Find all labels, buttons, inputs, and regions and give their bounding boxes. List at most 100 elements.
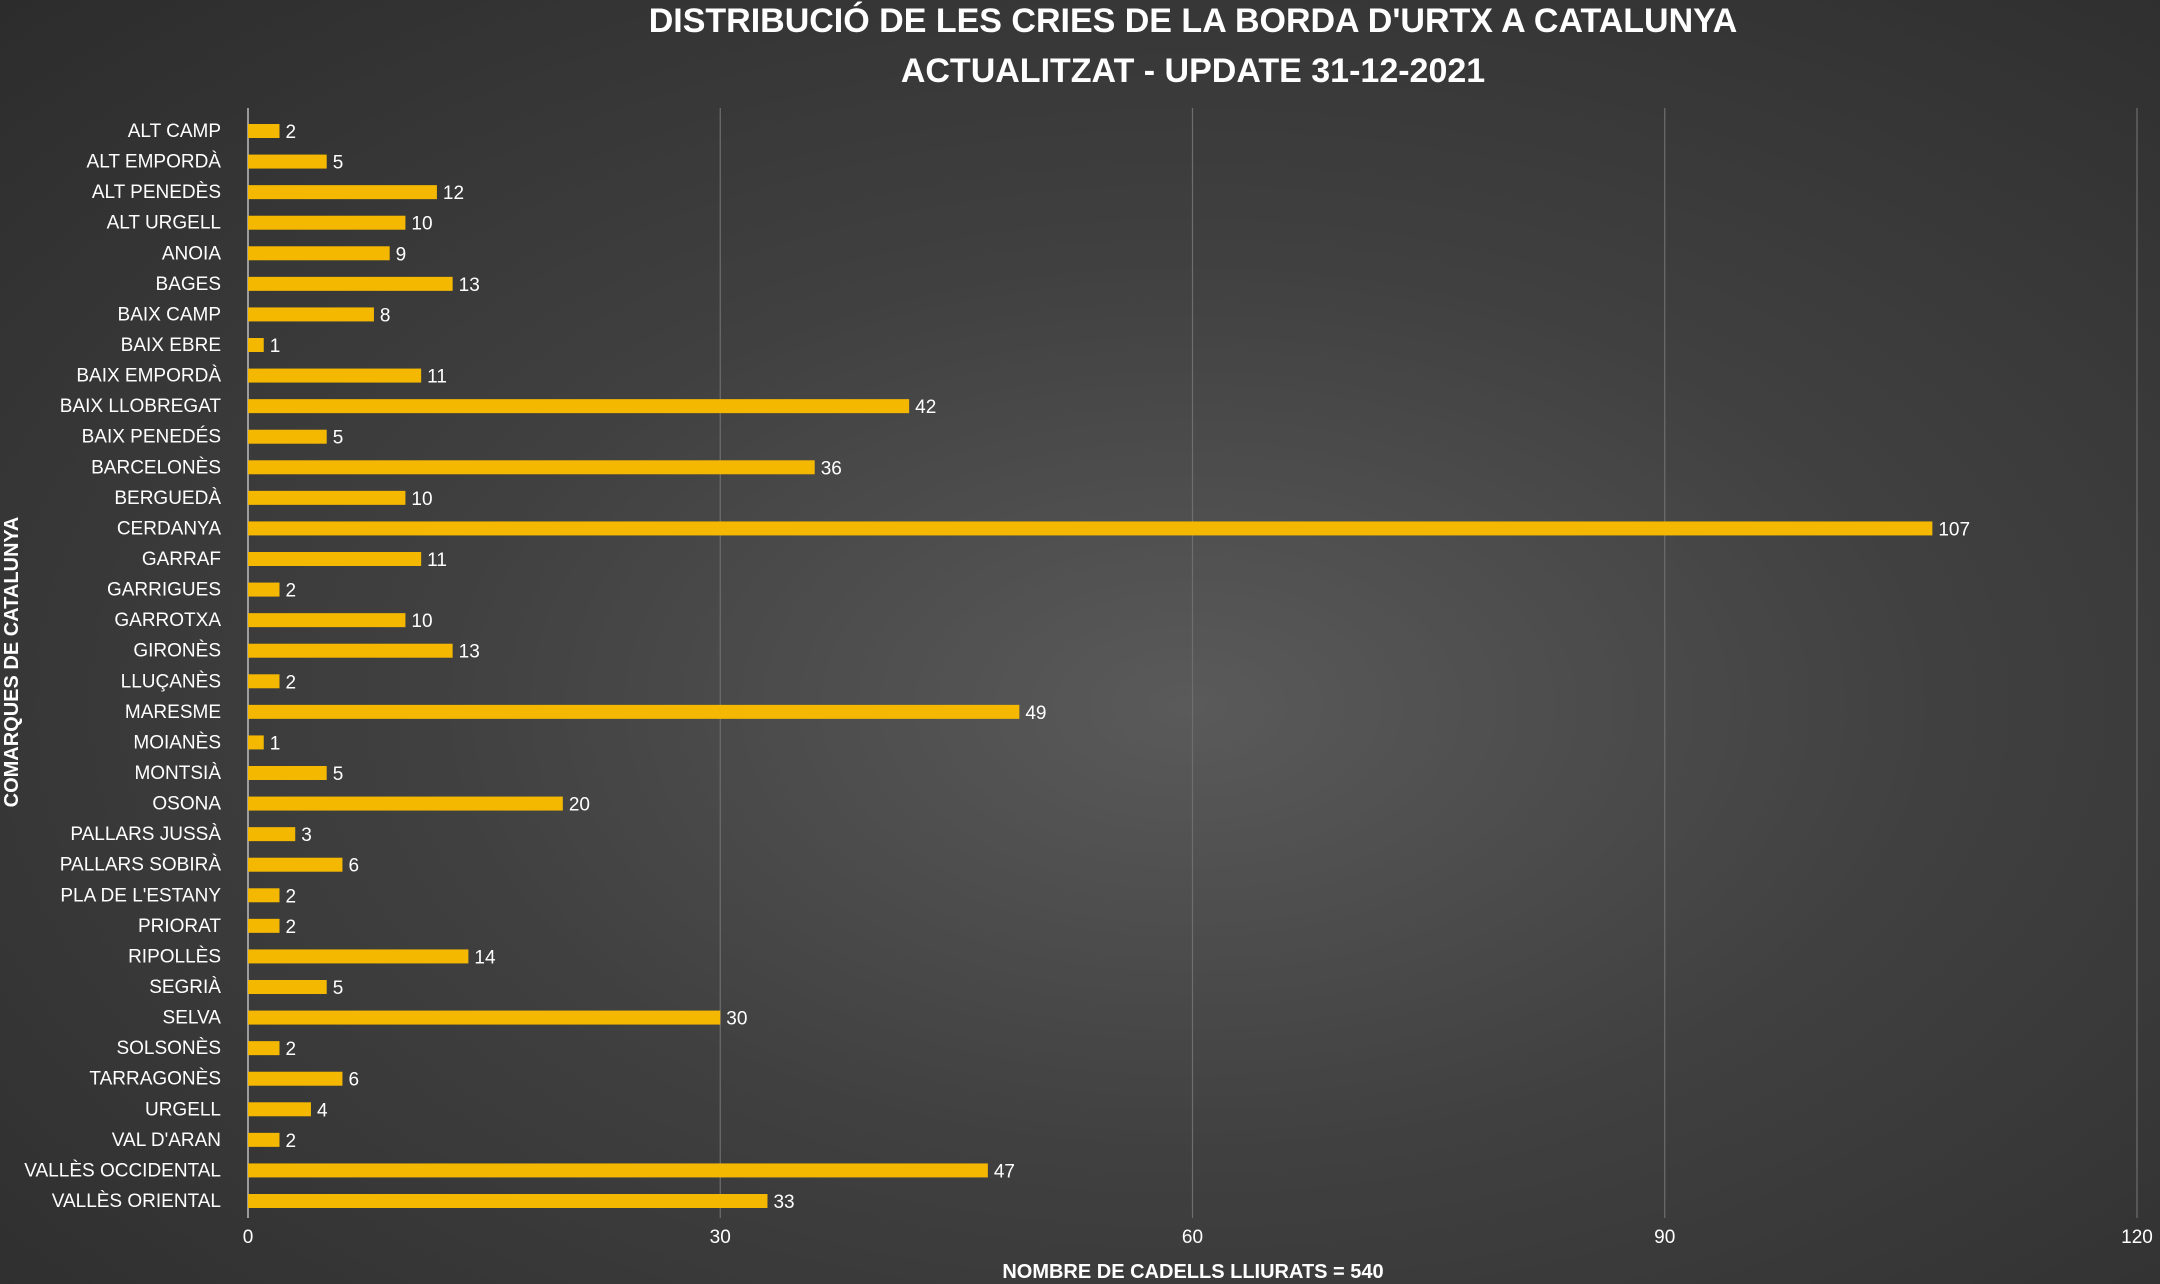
x-tick-label: 30 bbox=[710, 1227, 731, 1248]
bar bbox=[248, 368, 422, 383]
data-label: 14 bbox=[474, 947, 496, 968]
data-label: 2 bbox=[285, 581, 296, 602]
bar bbox=[248, 704, 1020, 719]
bar bbox=[248, 1132, 280, 1147]
bar bbox=[248, 827, 296, 842]
bar bbox=[248, 766, 327, 780]
data-label: 13 bbox=[459, 642, 480, 663]
data-label: 2 bbox=[285, 1039, 296, 1060]
category-label: BAGES bbox=[156, 274, 221, 295]
bar bbox=[248, 490, 406, 505]
data-label: 2 bbox=[285, 122, 296, 143]
data-label: 11 bbox=[427, 367, 447, 388]
bars: 2512109138111425361010711210132491520362… bbox=[248, 122, 1970, 1213]
data-label: 30 bbox=[726, 1009, 747, 1030]
category-label: ALT EMPORDÀ bbox=[87, 152, 222, 173]
bar bbox=[248, 613, 406, 628]
bar bbox=[248, 429, 327, 444]
category-label: PALLARS JUSSÀ bbox=[70, 824, 221, 845]
bar bbox=[248, 1194, 768, 1208]
bar bbox=[248, 460, 815, 475]
bar bbox=[248, 918, 280, 933]
data-label: 10 bbox=[411, 214, 432, 235]
category-label: GARROTXA bbox=[114, 610, 221, 631]
x-tick-labels: 0 30 60 90 120 bbox=[243, 1227, 2153, 1248]
category-label: LLUÇANÈS bbox=[121, 671, 221, 692]
data-label: 5 bbox=[333, 153, 344, 174]
data-label: 10 bbox=[411, 489, 432, 510]
chart-subtitle: ACTUALITZAT - UPDATE 31-12-2021 bbox=[901, 52, 1485, 90]
bar bbox=[248, 1010, 721, 1025]
data-label: 5 bbox=[333, 428, 344, 449]
category-label: BAIX LLOBREGAT bbox=[60, 396, 222, 417]
bar bbox=[248, 215, 406, 230]
category-labels: ALT CAMP ALT EMPORDÀ ALT PENEDÈS ALT URGELL… bbox=[24, 121, 221, 1212]
data-label: 11 bbox=[427, 550, 447, 571]
bar bbox=[248, 154, 327, 169]
category-label: BAIX EMPORDÀ bbox=[76, 366, 221, 387]
x-tick-label: 0 bbox=[243, 1227, 254, 1248]
bar bbox=[248, 582, 280, 597]
data-label: 6 bbox=[348, 1070, 359, 1091]
bar bbox=[248, 1041, 280, 1056]
data-label: 5 bbox=[333, 978, 344, 999]
category-label: BAIX CAMP bbox=[118, 304, 221, 325]
bar bbox=[248, 643, 453, 658]
data-label: 2 bbox=[285, 672, 296, 693]
bar bbox=[248, 674, 280, 689]
data-label: 13 bbox=[459, 275, 480, 296]
data-label: 1 bbox=[270, 733, 281, 754]
category-label: SELVA bbox=[163, 1008, 222, 1029]
category-label: VAL D'ARAN bbox=[112, 1130, 221, 1151]
data-label: 33 bbox=[773, 1192, 794, 1213]
category-label: PALLARS SOBIRÀ bbox=[60, 855, 222, 876]
category-label: ANOIA bbox=[162, 243, 221, 264]
data-label: 9 bbox=[396, 244, 407, 265]
category-label: GARRIGUES bbox=[107, 580, 221, 601]
category-label: OSONA bbox=[152, 794, 221, 815]
bar bbox=[248, 307, 374, 322]
category-label: PRIORAT bbox=[138, 916, 221, 937]
data-label: 49 bbox=[1025, 703, 1046, 724]
category-label: SEGRIÀ bbox=[149, 977, 221, 998]
bar bbox=[248, 521, 1933, 536]
category-label: MARESME bbox=[125, 702, 221, 723]
data-label: 47 bbox=[994, 1161, 1015, 1182]
data-label: 2 bbox=[285, 1131, 296, 1152]
x-axis-title: NOMBRE DE CADELLS LLIURATS = 540 bbox=[1002, 1261, 1383, 1283]
category-label: ALT URGELL bbox=[107, 213, 221, 234]
data-label: 2 bbox=[285, 917, 296, 938]
category-label: ALT PENEDÈS bbox=[92, 182, 221, 203]
bar bbox=[248, 949, 469, 964]
bar bbox=[248, 124, 280, 138]
category-label: CERDANYA bbox=[117, 518, 221, 539]
chart-title: DISTRIBUCIÓ DE LES CRIES DE LA BORDA D'U… bbox=[649, 2, 1738, 40]
bar bbox=[248, 1071, 343, 1086]
bar bbox=[248, 857, 343, 872]
data-label: 36 bbox=[821, 458, 842, 479]
data-label: 6 bbox=[348, 856, 359, 877]
y-axis-title: COMARQUES DE CATALUNYA bbox=[1, 517, 23, 808]
category-label: BARCELONÈS bbox=[91, 457, 221, 478]
category-label: RIPOLLÈS bbox=[128, 946, 221, 967]
category-label: BAIX EBRE bbox=[121, 335, 221, 356]
grid-lines bbox=[247, 108, 2138, 1218]
category-label: VALLÈS ORIENTAL bbox=[52, 1191, 221, 1212]
x-tick-label: 90 bbox=[1654, 1227, 1675, 1248]
category-label: BAIX PENEDÉS bbox=[82, 427, 221, 448]
data-label: 1 bbox=[270, 336, 281, 357]
bar bbox=[248, 796, 563, 811]
data-label: 8 bbox=[380, 305, 391, 326]
bar bbox=[248, 338, 264, 352]
category-label: TARRAGONÈS bbox=[89, 1069, 221, 1090]
data-label: 107 bbox=[1938, 519, 1970, 540]
data-label: 12 bbox=[443, 183, 464, 204]
bar bbox=[248, 276, 453, 291]
bar bbox=[248, 1163, 988, 1178]
data-label: 42 bbox=[915, 397, 936, 418]
bar bbox=[248, 399, 910, 414]
category-label: VALLÈS OCCIDENTAL bbox=[24, 1160, 221, 1181]
x-tick-label: 60 bbox=[1182, 1227, 1203, 1248]
